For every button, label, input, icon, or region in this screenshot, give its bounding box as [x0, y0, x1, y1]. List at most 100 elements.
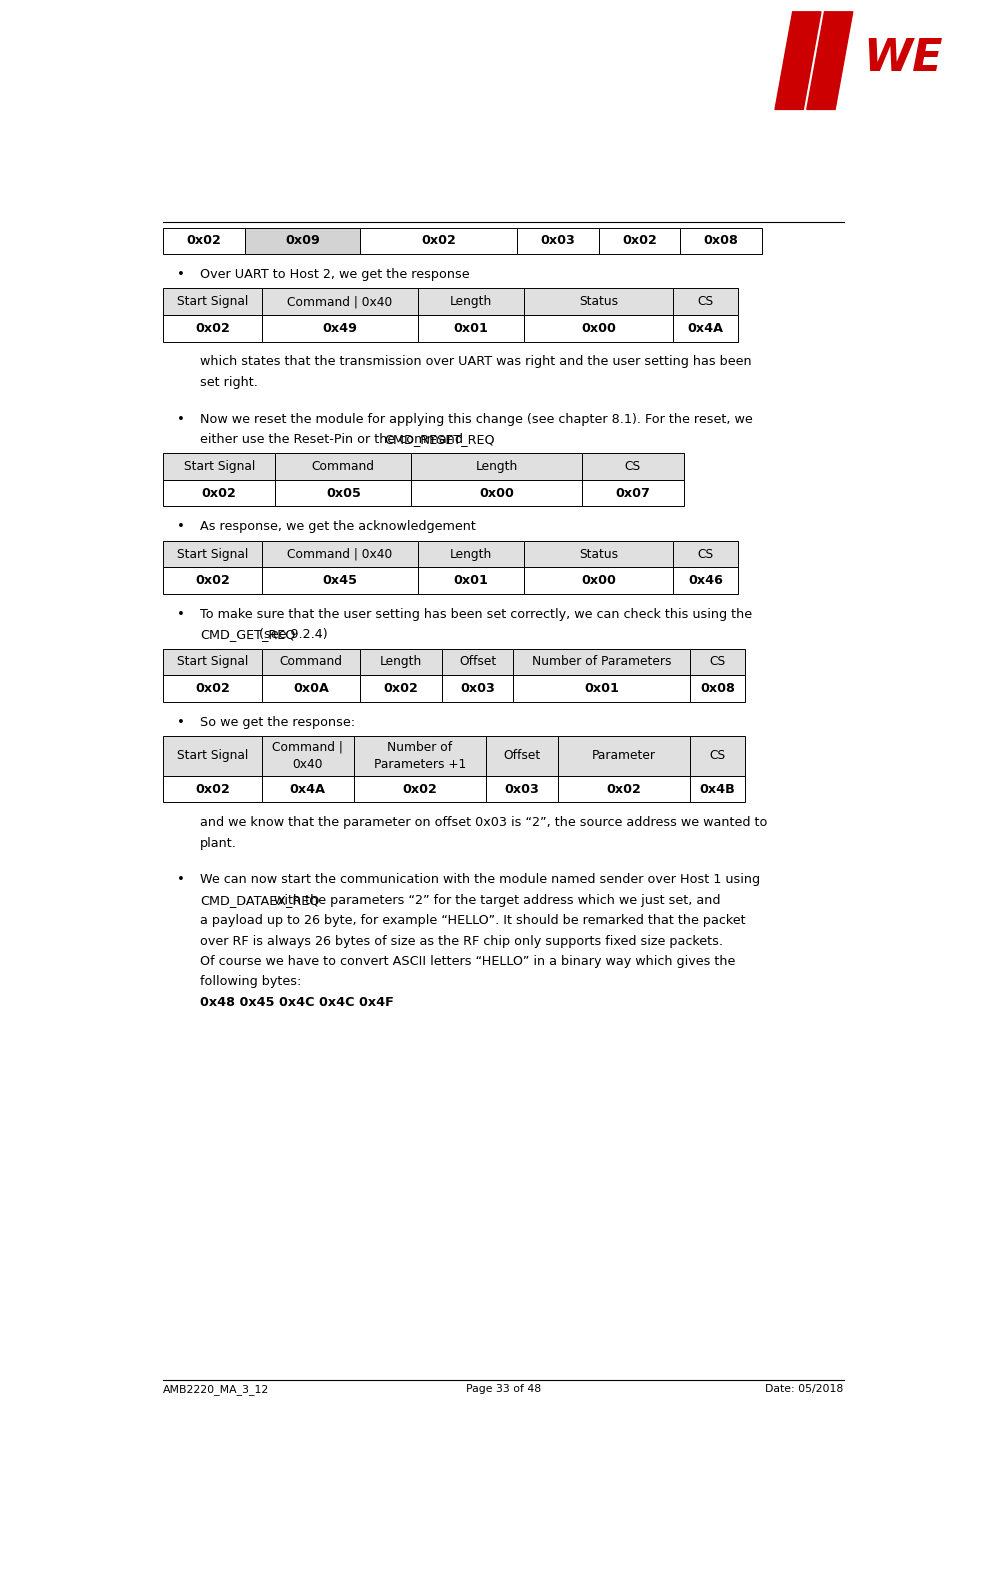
- Text: Command | 0x40: Command | 0x40: [288, 295, 393, 308]
- Text: 0x01: 0x01: [454, 574, 488, 587]
- Text: Length: Length: [450, 547, 492, 560]
- Text: 0x09: 0x09: [285, 234, 320, 247]
- Text: Over UART to Host 2, we get the response: Over UART to Host 2, we get the response: [200, 268, 469, 281]
- Text: Start Signal: Start Signal: [177, 750, 248, 762]
- Text: Start Signal: Start Signal: [177, 547, 248, 560]
- Bar: [262, 775, 354, 802]
- Bar: [690, 649, 744, 675]
- Bar: [418, 289, 523, 314]
- Bar: [245, 228, 360, 254]
- Text: Now we reset the module for applying this change (see chapter 8.1). For the rese: Now we reset the module for applying thi…: [200, 413, 753, 426]
- Bar: [690, 775, 744, 802]
- Text: 0x02: 0x02: [195, 783, 230, 796]
- Bar: [558, 735, 690, 775]
- Text: 0x07: 0x07: [615, 486, 650, 499]
- Text: Date: 05/2018: Date: 05/2018: [765, 1384, 844, 1394]
- Text: 0x45: 0x45: [322, 574, 357, 587]
- Text: 0x02: 0x02: [622, 234, 657, 247]
- Bar: [275, 480, 411, 507]
- Bar: [262, 568, 418, 593]
- Text: CS: CS: [710, 656, 726, 668]
- Text: CS: CS: [625, 459, 640, 474]
- Bar: [523, 314, 674, 341]
- Text: CS: CS: [710, 750, 726, 762]
- Text: Number of: Number of: [387, 742, 453, 754]
- Text: 0x02: 0x02: [403, 783, 437, 796]
- Text: As response, we get the acknowledgement: As response, we get the acknowledgement: [200, 520, 476, 533]
- Bar: [163, 453, 275, 480]
- Bar: [262, 735, 354, 775]
- Bar: [690, 735, 744, 775]
- Text: (see 9.2.4): (see 9.2.4): [254, 628, 327, 641]
- Text: Start Signal: Start Signal: [184, 459, 254, 474]
- Text: 0x08: 0x08: [700, 683, 736, 695]
- Text: Number of Parameters: Number of Parameters: [532, 656, 672, 668]
- Bar: [523, 541, 674, 568]
- Text: with the parameters “2” for the target address which we just set, and: with the parameters “2” for the target a…: [270, 893, 720, 906]
- Bar: [514, 675, 690, 702]
- Bar: [690, 675, 744, 702]
- Text: Parameters +1: Parameters +1: [374, 758, 466, 770]
- Text: Offset: Offset: [504, 750, 541, 762]
- Bar: [411, 480, 581, 507]
- Text: To make sure that the user setting has been set correctly, we can check this usi: To make sure that the user setting has b…: [200, 608, 752, 620]
- Text: Status: Status: [579, 295, 618, 308]
- Text: WE: WE: [863, 37, 943, 80]
- Text: •: •: [177, 268, 185, 281]
- Bar: [523, 289, 674, 314]
- Text: 0x03: 0x03: [461, 683, 495, 695]
- Text: which states that the transmission over UART was right and the user setting has : which states that the transmission over …: [200, 356, 752, 368]
- Bar: [674, 289, 738, 314]
- Text: CMD_DATAEX_REQ: CMD_DATAEX_REQ: [200, 893, 319, 906]
- Text: Length: Length: [380, 656, 422, 668]
- Bar: [163, 649, 262, 675]
- Polygon shape: [807, 11, 852, 110]
- Text: 0x00: 0x00: [581, 322, 616, 335]
- Text: Length: Length: [450, 295, 492, 308]
- Text: 0x02: 0x02: [187, 234, 221, 247]
- Text: 0x03: 0x03: [505, 783, 539, 796]
- Bar: [674, 314, 738, 341]
- Text: over RF is always 26 bytes of size as the RF chip only supports fixed size packe: over RF is always 26 bytes of size as th…: [200, 935, 724, 947]
- Text: 0x48 0x45 0x4C 0x4C 0x4F: 0x48 0x45 0x4C 0x4C 0x4F: [200, 995, 394, 1008]
- Text: 0x00: 0x00: [581, 574, 616, 587]
- Text: 0x4A: 0x4A: [290, 783, 326, 796]
- Text: Command |: Command |: [272, 742, 343, 754]
- Text: CS: CS: [697, 547, 714, 560]
- Text: We can now start the communication with the module named sender over Host 1 usin: We can now start the communication with …: [200, 874, 760, 887]
- Bar: [442, 675, 514, 702]
- Bar: [163, 228, 245, 254]
- Text: 0x02: 0x02: [421, 234, 456, 247]
- Text: 0x4B: 0x4B: [700, 783, 736, 796]
- Bar: [418, 541, 523, 568]
- Text: Status: Status: [579, 547, 618, 560]
- Bar: [163, 735, 262, 775]
- Text: AMB2220_MA_3_12: AMB2220_MA_3_12: [163, 1384, 269, 1396]
- Text: 0x02: 0x02: [201, 486, 237, 499]
- Text: •: •: [177, 520, 185, 533]
- Bar: [418, 314, 523, 341]
- Bar: [163, 314, 262, 341]
- Bar: [360, 675, 442, 702]
- Bar: [523, 568, 674, 593]
- Text: Page 33 of 48: Page 33 of 48: [465, 1384, 541, 1394]
- Text: Start Signal: Start Signal: [177, 656, 248, 668]
- Bar: [360, 649, 442, 675]
- Bar: [514, 649, 690, 675]
- Bar: [599, 228, 681, 254]
- Text: •: •: [177, 874, 185, 887]
- Bar: [360, 228, 517, 254]
- Bar: [163, 480, 275, 507]
- Bar: [581, 453, 683, 480]
- Text: CMD_RESET_REQ: CMD_RESET_REQ: [385, 432, 495, 447]
- Bar: [262, 314, 418, 341]
- Text: CMD_GET_REQ: CMD_GET_REQ: [200, 628, 296, 641]
- Bar: [411, 453, 581, 480]
- Bar: [354, 775, 486, 802]
- Text: 0x02: 0x02: [607, 783, 641, 796]
- Text: 0x02: 0x02: [195, 322, 230, 335]
- Text: 0x4A: 0x4A: [687, 322, 724, 335]
- Bar: [163, 289, 262, 314]
- Text: 0x00: 0x00: [479, 486, 514, 499]
- Bar: [262, 289, 418, 314]
